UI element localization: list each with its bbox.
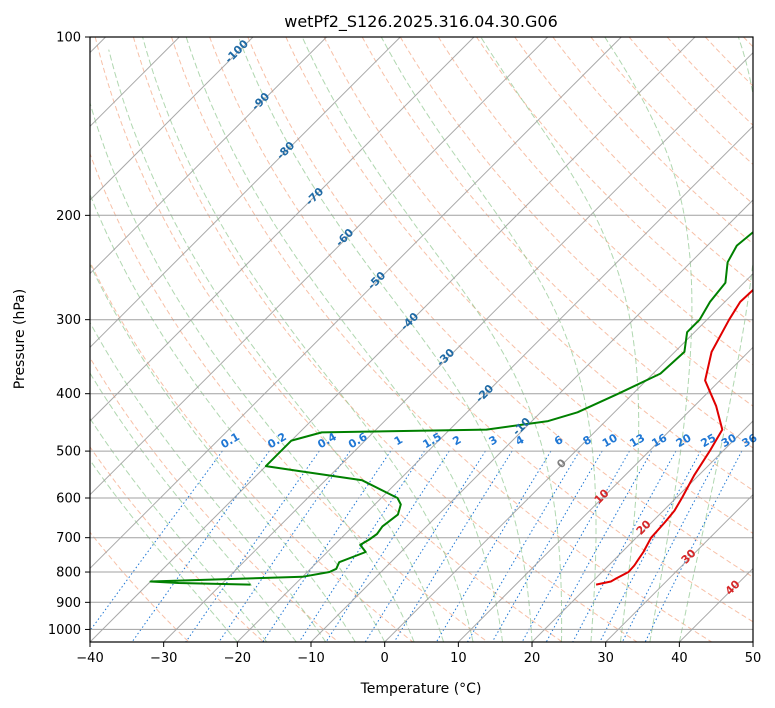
moist-adiabat: [108, 49, 445, 642]
y-tick-label: 300: [56, 313, 81, 328]
isotherm: [310, 199, 753, 642]
isotherm: [90, 37, 549, 496]
moist-adiabat: [185, 37, 504, 642]
mixing-ratio-line: [262, 450, 392, 642]
mixing-ratio-line: [491, 450, 603, 642]
isotherm: [236, 125, 753, 642]
isotherm: [531, 420, 753, 642]
x-tick-label: 50: [745, 651, 762, 666]
moist-adiabat: [90, 417, 268, 642]
moist-adiabat: [678, 37, 753, 642]
isotherm: [605, 493, 753, 642]
mixing-ratio-line: [521, 450, 630, 642]
moist-adiabat: [238, 37, 533, 642]
isotherm: [90, 37, 622, 570]
dry-adiabat: [514, 37, 753, 285]
dry-adiabat: [399, 37, 753, 407]
moist-adiabat: [90, 101, 415, 642]
dry-adiabat: [90, 260, 414, 642]
x-tick-label: 30: [597, 651, 614, 666]
dry-adiabat: [132, 37, 638, 642]
plot-frame: [89, 36, 754, 643]
isotherm: [384, 272, 753, 642]
temperature-line: [595, 288, 753, 586]
isotherm: [90, 37, 475, 422]
y-tick-label: 700: [56, 531, 81, 546]
y-tick-label: 1000: [48, 623, 81, 638]
dry-adiabat: [90, 152, 488, 642]
mixing-ratio-line: [572, 450, 677, 642]
moist-adiabat: [480, 37, 640, 642]
isotherm: [90, 37, 254, 201]
y-axis-title: Pressure (hPa): [12, 289, 28, 389]
dry-adiabat: [94, 37, 563, 642]
x-tick-label: 0: [381, 651, 389, 666]
dry-adiabat: [437, 37, 753, 366]
grid-lines: [90, 37, 753, 642]
dry-adiabat: [90, 531, 190, 642]
moist-adiabat: [301, 37, 563, 642]
moist-adiabat: [90, 459, 238, 642]
y-tick-label: 800: [56, 566, 81, 581]
mixing-ratio-line: [644, 450, 743, 642]
profile-lines: [149, 172, 753, 586]
isotherm: [90, 37, 401, 349]
isotherm: [90, 37, 696, 642]
x-tick-label: −20: [224, 651, 251, 666]
dry-adiabat: [171, 37, 713, 642]
mixing-ratio-line: [218, 450, 351, 642]
x-tick-label: −10: [297, 651, 324, 666]
dry-adiabat: [209, 37, 753, 623]
dry-adiabat: [90, 446, 264, 642]
dry-adiabat: [323, 37, 753, 491]
y-tick-label: 500: [56, 445, 81, 460]
dry-adiabat: [247, 37, 753, 578]
mixing-ratio-line: [599, 450, 702, 642]
mixing-ratio-line: [545, 450, 653, 642]
y-tick-label: 100: [56, 31, 81, 46]
dewpoint-line: [149, 172, 753, 586]
x-axis-title: Temperature (°C): [360, 681, 482, 697]
y-tick-label: 400: [56, 387, 81, 402]
isotherm: [163, 51, 753, 642]
x-tick-label: 40: [671, 651, 688, 666]
x-tick-label: 20: [524, 651, 541, 666]
dry-adiabat: [90, 356, 339, 642]
chart-title: wetPf2_S126.2025.316.04.30.G06: [284, 12, 558, 32]
isotherm: [458, 346, 753, 642]
y-tick-label: 900: [56, 596, 81, 611]
moist-adiabat: [90, 193, 386, 642]
moist-adiabat: [142, 37, 474, 642]
x-tick-label: −30: [150, 651, 177, 666]
dry-adiabat: [476, 37, 753, 325]
mixing-ratio-line: [90, 450, 223, 632]
axis-ticks: −40 −30 −20 −10 0 10 20 30 40 50 100 200 300 400 500 60…: [48, 31, 761, 667]
x-tick-label: −40: [76, 651, 103, 666]
mixing-ratio-line: [621, 450, 722, 642]
mixing-ratio-line: [185, 450, 320, 642]
x-tick-label: 10: [450, 651, 467, 666]
mixing-ratio-line: [298, 450, 425, 642]
moist-adiabat: [90, 263, 356, 642]
dry-adiabat: [285, 37, 753, 535]
isotherm: [90, 37, 327, 275]
y-tick-label: 200: [56, 209, 81, 224]
y-tick-label: 600: [56, 492, 81, 507]
moist-adiabat: [380, 37, 597, 642]
moist-adiabat: [604, 37, 693, 642]
